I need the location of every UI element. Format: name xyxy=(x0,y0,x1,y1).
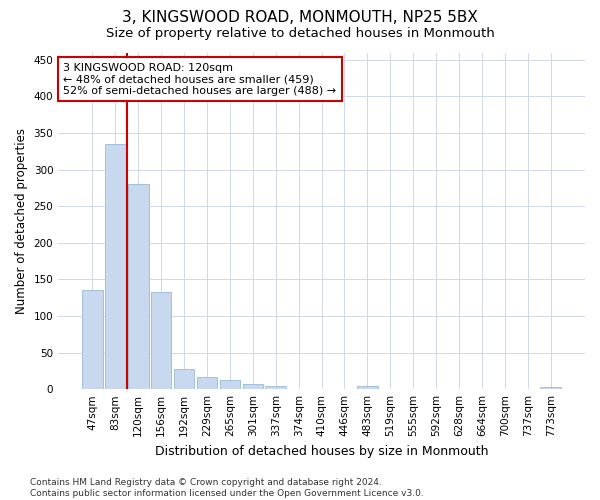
X-axis label: Distribution of detached houses by size in Monmouth: Distribution of detached houses by size … xyxy=(155,444,488,458)
Y-axis label: Number of detached properties: Number of detached properties xyxy=(15,128,28,314)
Bar xyxy=(105,144,125,389)
Text: Size of property relative to detached houses in Monmouth: Size of property relative to detached ho… xyxy=(106,28,494,40)
Bar xyxy=(197,376,217,389)
Bar xyxy=(220,380,240,389)
Bar xyxy=(265,386,286,389)
Bar xyxy=(151,292,172,389)
Text: Contains HM Land Registry data © Crown copyright and database right 2024.
Contai: Contains HM Land Registry data © Crown c… xyxy=(30,478,424,498)
Bar xyxy=(242,384,263,389)
Bar xyxy=(174,370,194,389)
Bar xyxy=(82,290,103,389)
Bar xyxy=(541,387,561,389)
Bar xyxy=(128,184,149,389)
Text: 3 KINGSWOOD ROAD: 120sqm
← 48% of detached houses are smaller (459)
52% of semi-: 3 KINGSWOOD ROAD: 120sqm ← 48% of detach… xyxy=(64,62,337,96)
Text: 3, KINGSWOOD ROAD, MONMOUTH, NP25 5BX: 3, KINGSWOOD ROAD, MONMOUTH, NP25 5BX xyxy=(122,10,478,25)
Bar xyxy=(357,386,378,389)
